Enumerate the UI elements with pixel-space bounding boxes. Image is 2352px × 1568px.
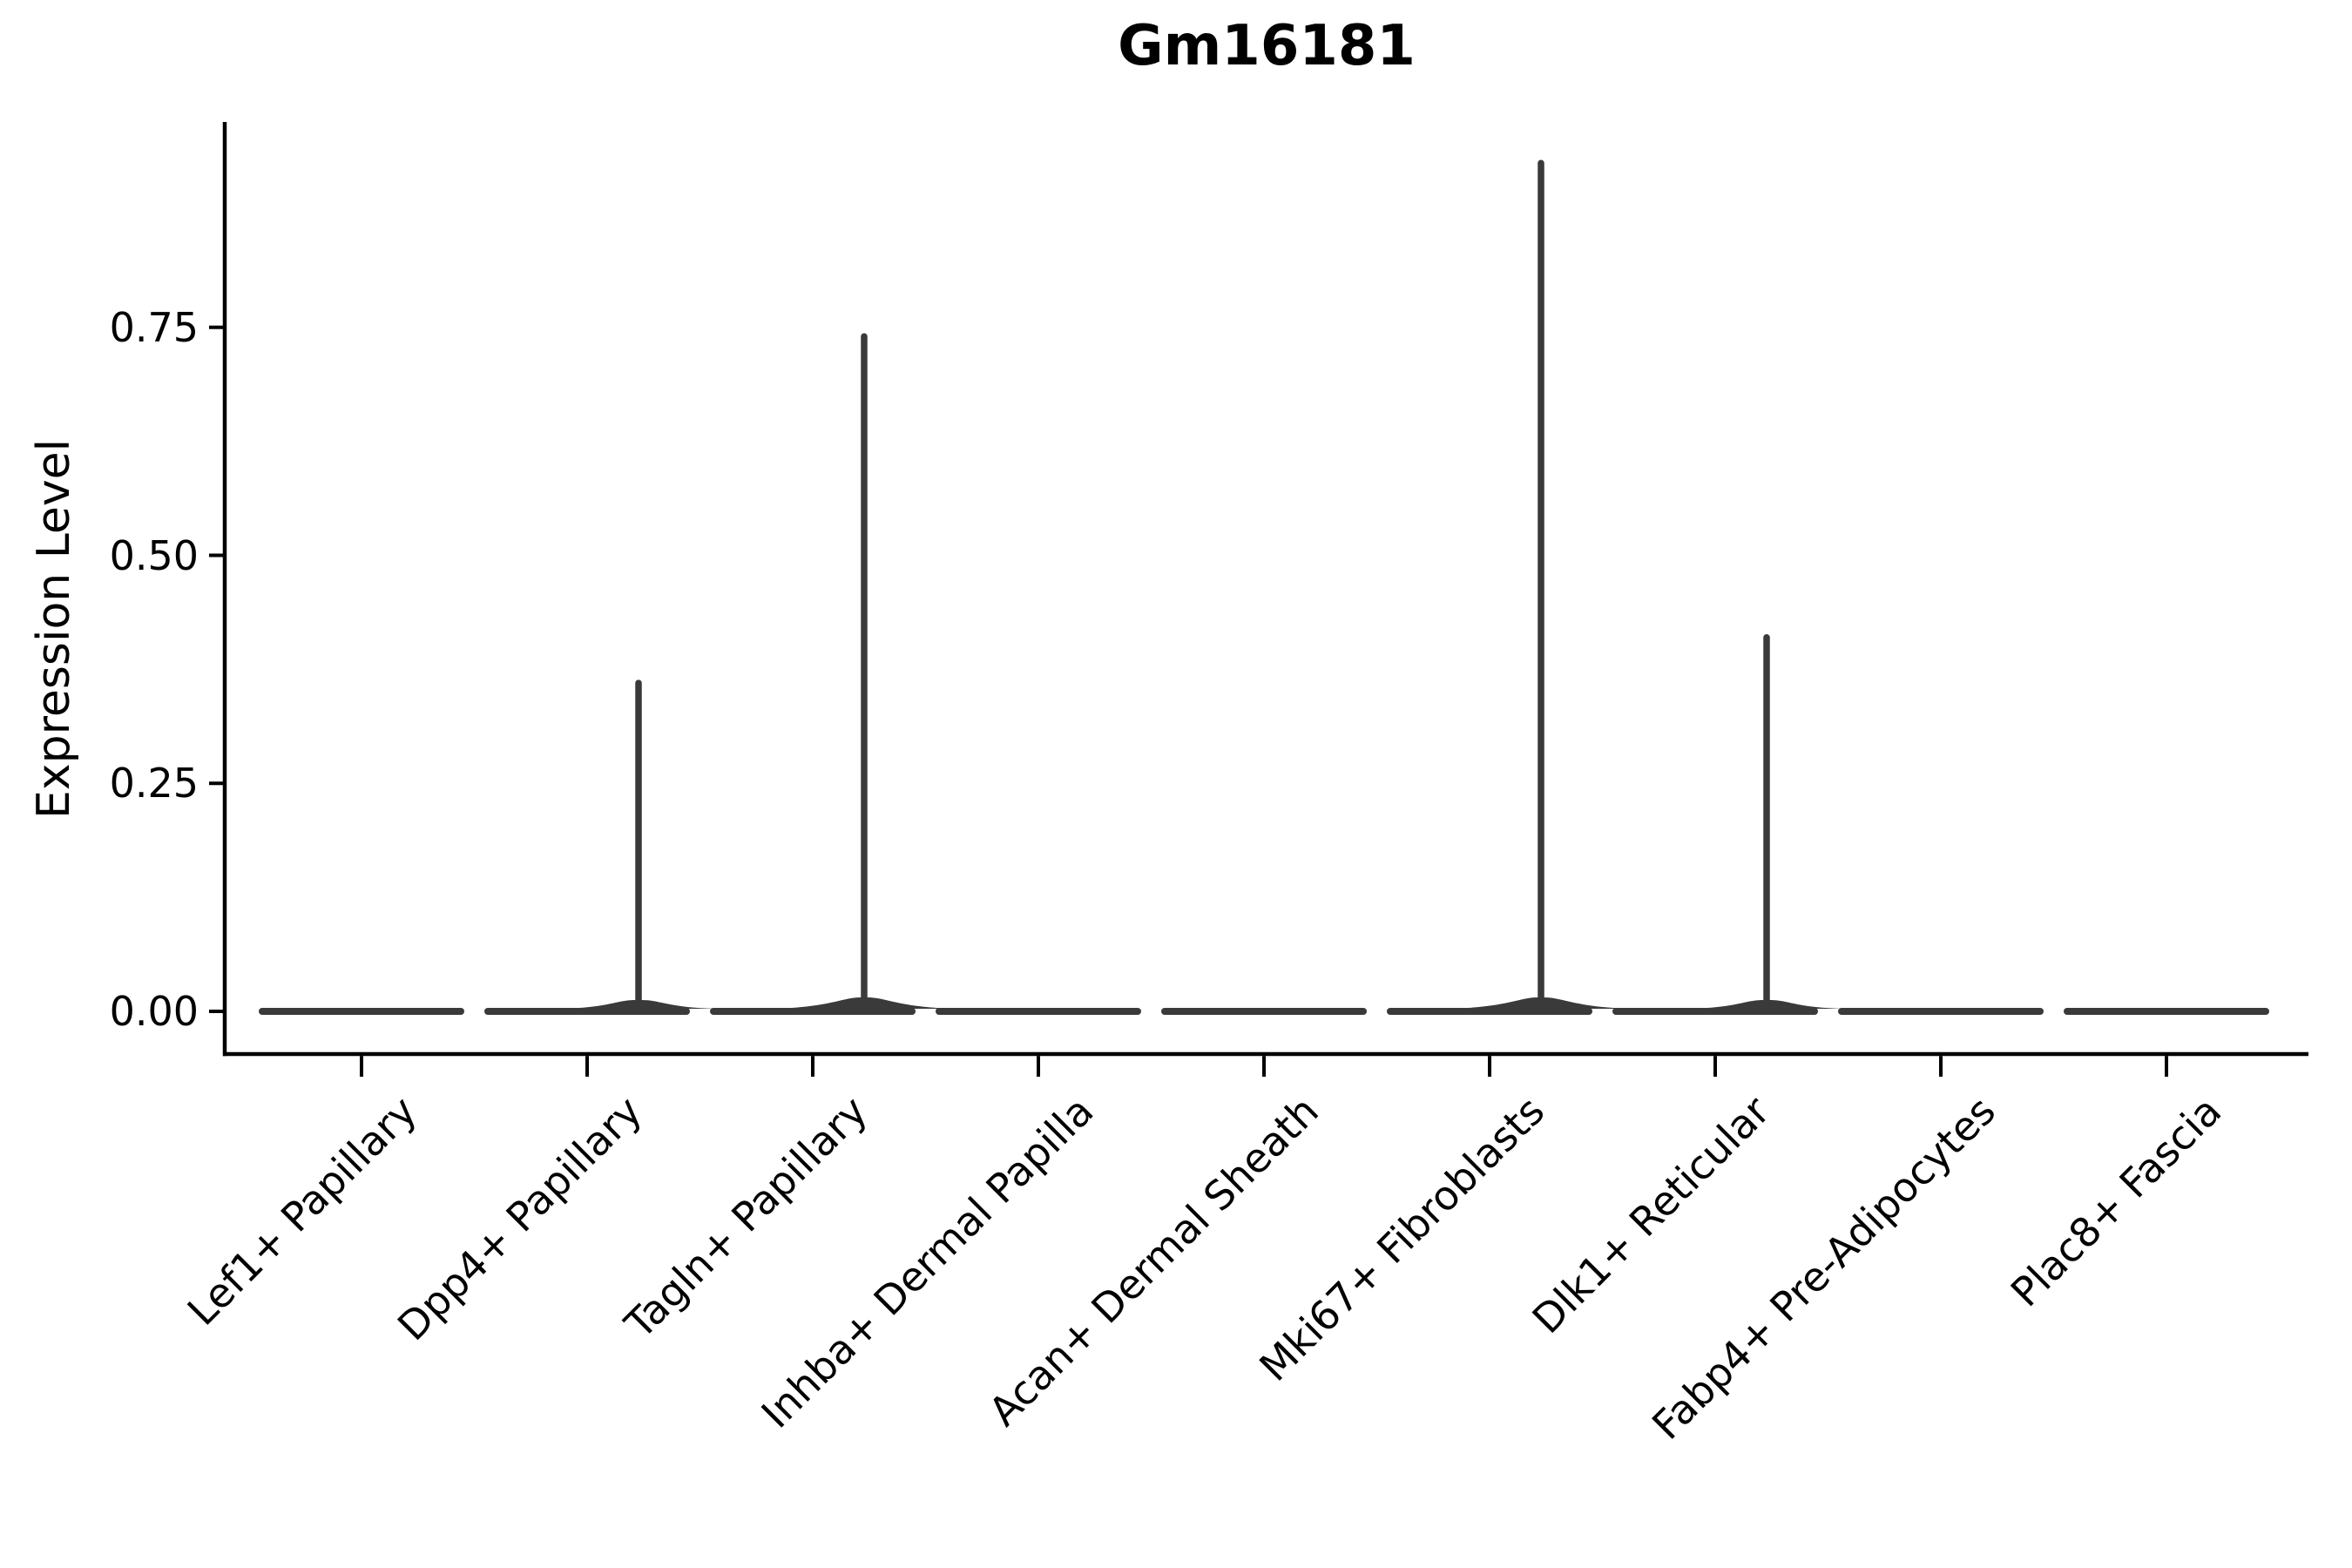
violin-body: [1161, 1008, 1367, 1015]
y-tick-label: 0.75: [109, 303, 199, 351]
y-tick-label: 0.00: [109, 988, 199, 1035]
y-tick-label: 0.25: [109, 760, 199, 808]
y-tick-label: 0.50: [109, 531, 199, 579]
violin-body: [1838, 1008, 2044, 1015]
violin-body: [259, 1008, 464, 1015]
violin-body: [1612, 1008, 1818, 1015]
violin-body: [484, 1008, 690, 1015]
violin-body: [2064, 1008, 2269, 1015]
violin-body: [1387, 1008, 1592, 1015]
chart-title: Gm16181: [1118, 14, 1416, 78]
violin-body: [710, 1008, 916, 1015]
violin-body: [936, 1008, 1141, 1015]
